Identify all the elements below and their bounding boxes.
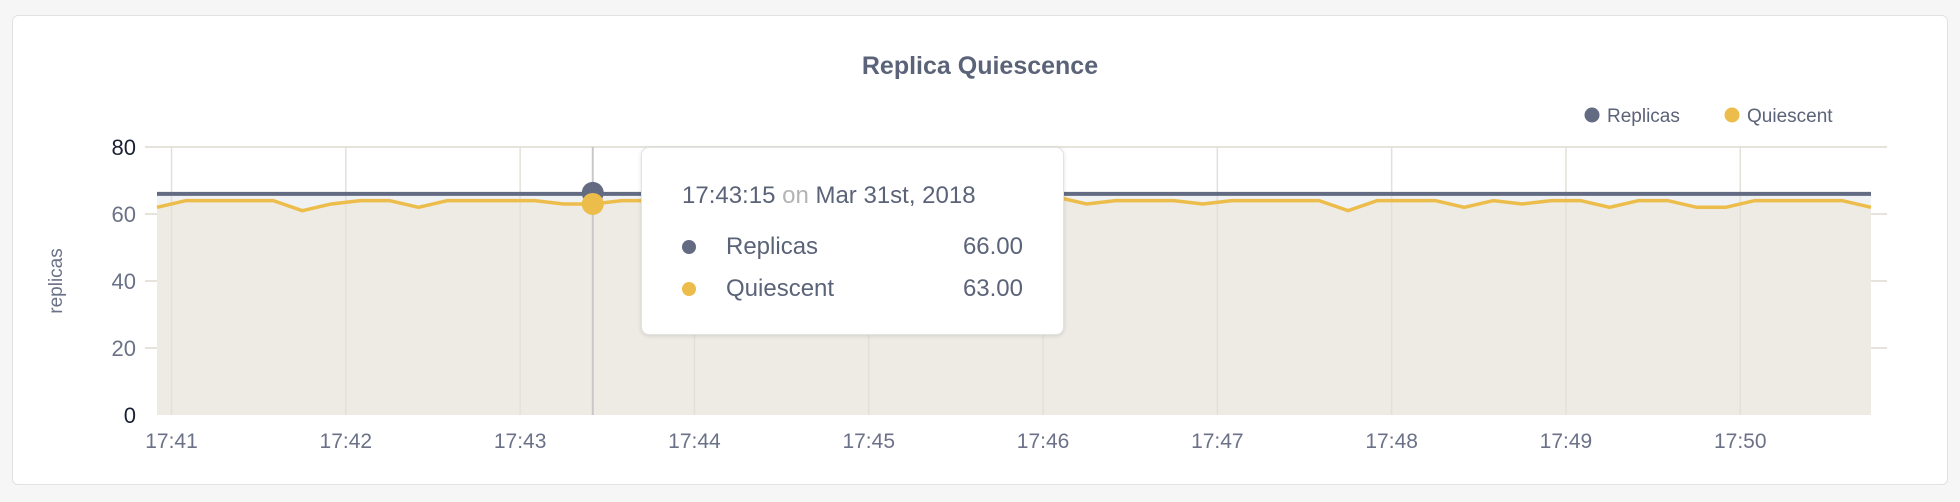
tooltip-time: 17:43:15 on Mar 31st, 2018 bbox=[682, 182, 1023, 210]
legend-item: Replicas bbox=[1607, 106, 1680, 127]
tooltip-date: Mar 31st, 2018 bbox=[815, 182, 976, 209]
x-tick-label: 17:41 bbox=[145, 430, 198, 453]
x-tick-label: 17:49 bbox=[1540, 430, 1593, 453]
quiescent-dot-icon bbox=[682, 282, 696, 296]
x-tick-label: 17:50 bbox=[1714, 430, 1767, 453]
y-tick-label: 20 bbox=[112, 336, 136, 361]
x-tick-label: 17:43 bbox=[494, 430, 547, 453]
x-tick-label: 17:42 bbox=[320, 430, 373, 453]
chart-title: Replica Quiescence bbox=[862, 52, 1098, 80]
x-tick-label: 17:44 bbox=[668, 430, 721, 453]
x-tick-label: 17:47 bbox=[1191, 430, 1244, 453]
tooltip-time-value: 17:43:15 bbox=[682, 182, 776, 209]
tooltip-series-name: Quiescent bbox=[726, 275, 835, 302]
y-tick-label: 60 bbox=[112, 202, 136, 227]
tooltip-on: on bbox=[782, 182, 809, 209]
legend-dot-icon bbox=[1724, 107, 1740, 123]
legend-item: Quiescent bbox=[1747, 106, 1833, 127]
y-tick-label: 40 bbox=[112, 269, 136, 294]
replicas-dot-icon bbox=[682, 240, 696, 254]
x-tick-label: 17:48 bbox=[1365, 430, 1418, 453]
legend-dot-icon bbox=[1584, 107, 1600, 123]
tooltip-row-replicas: Replicas 66.00 bbox=[682, 226, 1023, 268]
tooltip-series-name: Replicas bbox=[726, 233, 819, 260]
x-tick-label: 17:46 bbox=[1017, 430, 1070, 453]
tooltip-row-quiescent: Quiescent 63.00 bbox=[682, 268, 1023, 310]
x-tick-label: 17:45 bbox=[842, 430, 895, 453]
tooltip-series-value: 66.00 bbox=[962, 233, 1023, 260]
tooltip-series-value: 63.00 bbox=[962, 275, 1023, 302]
quiescent-hover-point bbox=[581, 192, 604, 215]
y-tick-label: 80 bbox=[112, 135, 136, 160]
y-tick-label: 0 bbox=[124, 403, 136, 428]
tooltip: 17:43:15 on Mar 31st, 2018 Replicas 66.0… bbox=[641, 147, 1064, 335]
y-axis-label: replicas bbox=[46, 248, 67, 313]
